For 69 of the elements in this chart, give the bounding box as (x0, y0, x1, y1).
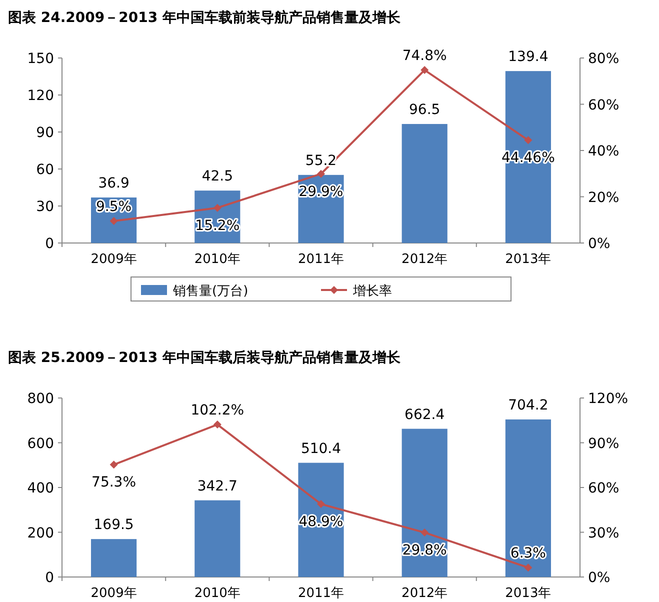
point (317, 170, 325, 178)
x-tick-label: 2009年 (90, 252, 137, 267)
y2-tick-label: 90% (588, 436, 620, 452)
y-tick-label: 400 (27, 480, 54, 496)
data-label: 74.8% (402, 48, 447, 64)
bar (505, 419, 551, 577)
bar (91, 539, 137, 577)
y-tick-label: 600 (27, 436, 54, 452)
y2-tick-label: 60% (588, 97, 620, 114)
y2-tick-label: 0% (588, 570, 610, 586)
x-tick-label: 2009年 (90, 586, 137, 601)
data-label: 96.5 (409, 102, 440, 118)
point (213, 204, 222, 212)
y2-tick-label: 0% (588, 236, 610, 252)
x-tick-label: 2011年 (298, 586, 344, 601)
y-tick-label: 150 (27, 51, 54, 67)
bar (402, 124, 448, 243)
point (524, 136, 532, 144)
y2-tick-label: 40% (588, 144, 620, 160)
point (420, 528, 429, 537)
point (110, 460, 118, 469)
y-tick-label: 0 (45, 236, 54, 252)
data-label: 42.5 (202, 168, 233, 185)
bar (194, 500, 240, 577)
legend-label: 销售量(万台) (172, 284, 248, 299)
data-label: 29.9% (298, 184, 344, 200)
data-label: 102.2% (190, 402, 244, 419)
data-label: 48.9% (298, 514, 344, 530)
point (524, 564, 532, 572)
y-tick-label: 60 (36, 162, 54, 178)
data-label: 15.2% (195, 218, 240, 234)
y2-tick-label: 30% (588, 525, 620, 542)
chart-title: 图表 25.2009－2013 年中国车载后装导航产品销售量及增长 (8, 349, 402, 366)
data-label: 704.2 (508, 397, 548, 414)
chart-title: 图表 24.2009－2013 年中国车载前装导航产品销售量及增长 (8, 9, 402, 26)
legend-label: 增长率 (352, 283, 392, 299)
x-tick-label: 2010年 (194, 252, 240, 267)
x-tick-label: 2011年 (298, 252, 344, 267)
y-tick-label: 0 (45, 570, 54, 586)
data-label: 139.4 (508, 49, 548, 66)
y-tick-label: 120 (27, 88, 54, 104)
point (213, 420, 222, 429)
point (317, 500, 325, 508)
y-tick-label: 800 (27, 391, 54, 407)
data-label: 36.9 (98, 175, 130, 192)
y2-tick-label: 80% (588, 51, 620, 67)
data-label: 510.4 (300, 440, 342, 457)
data-label: 342.7 (197, 478, 238, 494)
x-tick-label: 2010年 (194, 586, 240, 601)
point (420, 66, 429, 74)
x-tick-label: 2012年 (402, 586, 448, 601)
y2-tick-label: 60% (588, 480, 620, 496)
data-label: 169.5 (94, 517, 134, 534)
y2-tick-label: 120% (588, 391, 628, 407)
bar (298, 462, 344, 577)
y-tick-label: 90 (36, 125, 54, 141)
bar (402, 428, 448, 577)
x-tick-label: 2013年 (505, 252, 552, 267)
y-tick-label: 30 (36, 199, 54, 215)
x-tick-label: 2013年 (505, 586, 552, 601)
data-label: 75.3% (92, 474, 136, 491)
y-tick-label: 200 (27, 525, 54, 542)
data-label: 662.4 (404, 406, 445, 423)
y2-tick-label: 20% (588, 190, 620, 206)
data-label: 6.3% (510, 546, 546, 562)
data-label: 9.5% (96, 199, 132, 216)
point (110, 217, 118, 226)
x-tick-label: 2012年 (402, 252, 448, 267)
data-label: 29.8% (402, 542, 447, 559)
